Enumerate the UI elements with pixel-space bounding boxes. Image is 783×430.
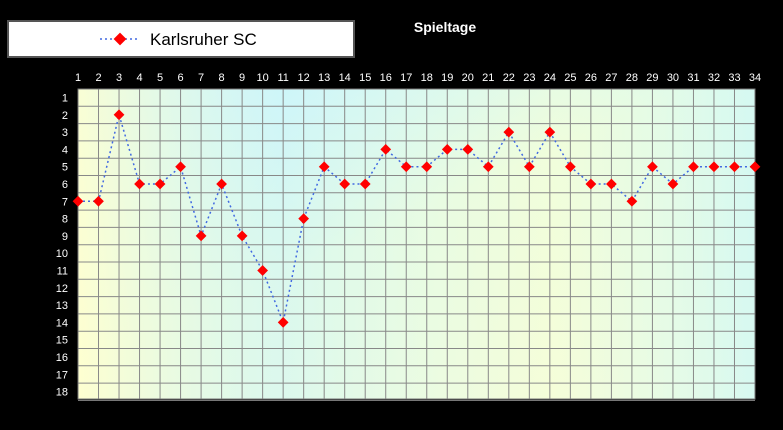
x-tick-label: 31: [687, 72, 699, 84]
x-tick-label: 8: [219, 72, 225, 84]
data-point: [175, 161, 186, 173]
legend-box: [7, 20, 355, 58]
data-point: [257, 265, 269, 276]
x-tick-label: 24: [544, 72, 556, 84]
plot-area-overlay: [78, 89, 755, 399]
gridlines: [77, 88, 756, 401]
data-point: [667, 178, 679, 190]
data-point: [421, 161, 433, 173]
x-tick-label: 3: [116, 72, 122, 84]
x-tick-label: 14: [339, 72, 351, 84]
x-tick-label: 28: [626, 72, 638, 84]
data-point: [277, 317, 289, 328]
data-point: [606, 178, 617, 190]
y-tick-label: 1: [62, 93, 68, 105]
data-point: [626, 195, 638, 207]
data-point: [585, 178, 597, 190]
data-point: [400, 161, 412, 173]
x-tick-label: 19: [441, 72, 453, 84]
legend: Karlsruher SC: [7, 20, 355, 58]
y-tick-label: 17: [56, 369, 68, 381]
plot-border: [77, 88, 756, 400]
x-tick-label: 18: [421, 72, 433, 84]
y-tick-label: 10: [56, 248, 68, 260]
x-tick-label: 32: [708, 72, 720, 84]
data-point: [523, 161, 535, 173]
x-tick-label: 26: [585, 72, 597, 84]
data-point: [134, 178, 145, 190]
x-tick-label: 17: [400, 72, 412, 84]
x-tick-label: 6: [178, 72, 184, 84]
y-tick-label: 18: [56, 387, 68, 399]
data-point: [359, 178, 371, 190]
data-point: [503, 126, 515, 138]
x-tick-labels: 1 2 3 4 5 6 7 8 9 10 11 12 13 14 15 16 17 18 19 20 21 22 23 24 2…: [75, 72, 761, 84]
data-point: [749, 161, 761, 173]
chart-title: Spieltage: [414, 19, 476, 35]
data-point: [688, 161, 699, 173]
y-tick-label: 9: [62, 231, 68, 243]
plot-background: [78, 89, 755, 399]
x-tick-label: 22: [503, 72, 515, 84]
y-tick-label: 7: [62, 196, 68, 208]
series-karlsruher-sc: [72, 109, 761, 328]
x-tick-label: 21: [482, 72, 494, 84]
y-tick-label: 11: [57, 266, 68, 278]
data-point: [72, 195, 84, 207]
x-tick-label: 12: [298, 72, 310, 84]
data-point: [318, 161, 330, 173]
y-tick-label: 2: [62, 110, 68, 122]
x-tick-label: 7: [198, 72, 204, 84]
data-point: [113, 109, 125, 121]
series-line: [78, 111, 755, 326]
data-point: [298, 213, 310, 224]
data-point: [380, 144, 392, 155]
x-tick-label: 4: [136, 72, 142, 84]
x-tick-label: 2: [95, 72, 101, 84]
data-point: [729, 161, 740, 173]
y-tick-label: 8: [62, 214, 68, 226]
x-tick-label: 29: [646, 72, 658, 84]
x-tick-label: 30: [667, 72, 679, 84]
y-tick-label: 12: [56, 283, 68, 295]
data-point: [441, 144, 453, 155]
data-point: [462, 144, 474, 155]
y-tick-label: 13: [56, 300, 68, 312]
y-tick-label: 6: [62, 179, 68, 191]
x-tick-label: 16: [380, 72, 392, 84]
x-tick-label: 23: [523, 72, 535, 84]
data-point: [236, 230, 248, 242]
data-point: [216, 178, 227, 190]
x-tick-label: 20: [462, 72, 474, 84]
x-tick-label: 25: [564, 72, 576, 84]
legend-label: Karlsruher SC: [150, 30, 257, 49]
x-tick-label: 1: [75, 72, 81, 84]
y-tick-label: 14: [56, 317, 68, 329]
data-point: [647, 161, 658, 173]
x-tick-label: 5: [157, 72, 163, 84]
data-point: [339, 178, 351, 190]
data-point: [544, 126, 556, 138]
data-point: [708, 161, 720, 173]
y-tick-label: 4: [62, 144, 68, 156]
y-tick-label: 3: [62, 127, 68, 139]
y-tick-label: 5: [62, 162, 68, 174]
x-tick-label: 27: [605, 72, 617, 84]
data-point: [564, 161, 576, 173]
y-tick-label: 16: [56, 352, 68, 364]
x-tick-label: 10: [257, 72, 269, 84]
data-point: [154, 178, 166, 190]
x-tick-label: 11: [277, 72, 288, 84]
x-tick-label: 34: [749, 72, 761, 84]
data-point: [195, 230, 207, 242]
x-tick-label: 13: [318, 72, 330, 84]
x-tick-label: 9: [239, 72, 245, 84]
x-tick-label: 15: [359, 72, 371, 84]
data-point: [482, 161, 494, 173]
data-point: [93, 195, 104, 207]
y-tick-label: 15: [56, 335, 68, 347]
x-tick-label: 33: [728, 72, 740, 84]
